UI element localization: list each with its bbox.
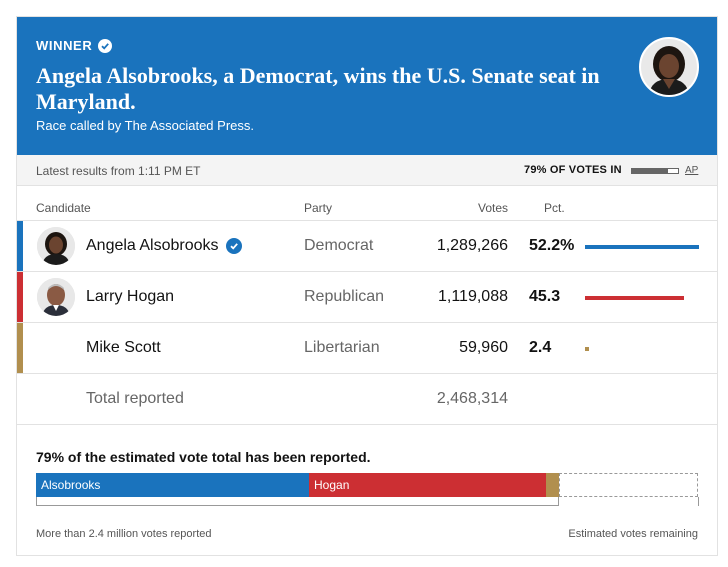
- vote-percent: 2.4: [529, 339, 552, 356]
- party-color-stripe: [17, 272, 23, 322]
- check-icon: [98, 38, 113, 53]
- header-pct: Pct.: [544, 201, 565, 215]
- percent-bar: [585, 296, 684, 300]
- vote-percent: 45.3: [529, 288, 561, 305]
- results-card: WINNER Angela Alsobrooks, a Democrat, wi…: [16, 16, 718, 556]
- segment-scott: [546, 473, 559, 497]
- party-color-stripe: [17, 323, 23, 373]
- header-votes: Votes: [478, 201, 509, 215]
- table-row: Larry Hogan Republican 1,119,088 45.3: [17, 271, 717, 322]
- total-votes: 2,468,314: [436, 390, 508, 407]
- ap-source-link[interactable]: AP: [685, 165, 699, 176]
- candidate-name-text: Angela Alsobrooks: [86, 237, 219, 254]
- segment-alsobrooks: Alsobrooks: [36, 473, 309, 497]
- candidate-name: Larry Hogan: [86, 288, 175, 305]
- total-label: Total reported: [86, 390, 184, 407]
- candidate-name: Mike Scott: [86, 339, 161, 356]
- header-party: Party: [304, 201, 333, 215]
- segment-hogan: Hogan: [309, 473, 546, 497]
- winner-check-icon: [225, 238, 242, 254]
- status-bar: Latest results from 1:11 PM ET 79% OF VO…: [17, 155, 717, 186]
- winner-banner: WINNER Angela Alsobrooks, a Democrat, wi…: [17, 17, 717, 155]
- percent-bar: [585, 245, 699, 249]
- estimate-stacked-bar: Alsobrooks Hogan: [36, 473, 698, 497]
- votes-in-progress: [631, 168, 679, 174]
- votes-in-label: 79% OF VOTES IN: [524, 164, 622, 176]
- table-row: Mike Scott Libertarian 59,960 2.4: [17, 322, 717, 373]
- header-candidate: Candidate: [36, 201, 91, 215]
- avatar-alsobrooks: [37, 227, 75, 265]
- winner-label: WINNER: [36, 38, 93, 53]
- party-label: Libertarian: [304, 339, 380, 356]
- total-row: Total reported 2,468,314: [17, 373, 717, 424]
- latest-results-time: Latest results from 1:11 PM ET: [36, 164, 201, 178]
- candidate-name: Angela Alsobrooks: [86, 237, 242, 255]
- remaining-note: Estimated votes remaining: [568, 528, 698, 540]
- party-label: Democrat: [304, 237, 374, 254]
- winner-row: WINNER: [36, 38, 113, 53]
- vote-count: 59,960: [459, 339, 508, 356]
- reported-note: More than 2.4 million votes reported: [36, 528, 212, 540]
- vote-count: 1,119,088: [438, 288, 508, 305]
- party-color-stripe: [17, 221, 23, 271]
- table-row: Angela Alsobrooks Democrat 1,289,266 52.…: [17, 220, 717, 271]
- winner-portrait: [639, 37, 699, 97]
- remaining-tick: [698, 497, 699, 506]
- party-label: Republican: [304, 288, 385, 305]
- estimate-section: 79% of the estimated vote total has been…: [17, 424, 717, 555]
- estimate-title: 79% of the estimated vote total has been…: [36, 449, 371, 465]
- segment-remaining: [559, 473, 698, 497]
- vote-percent: 52.2%: [529, 237, 575, 254]
- reported-bracket: [36, 497, 559, 506]
- race-call-note: Race called by The Associated Press.: [36, 118, 254, 133]
- avatar-hogan: [37, 278, 75, 316]
- percent-bar: [585, 347, 589, 351]
- vote-count: 1,289,266: [436, 237, 508, 254]
- headline: Angela Alsobrooks, a Democrat, wins the …: [36, 63, 600, 114]
- votes-in-progress-fill: [632, 169, 669, 173]
